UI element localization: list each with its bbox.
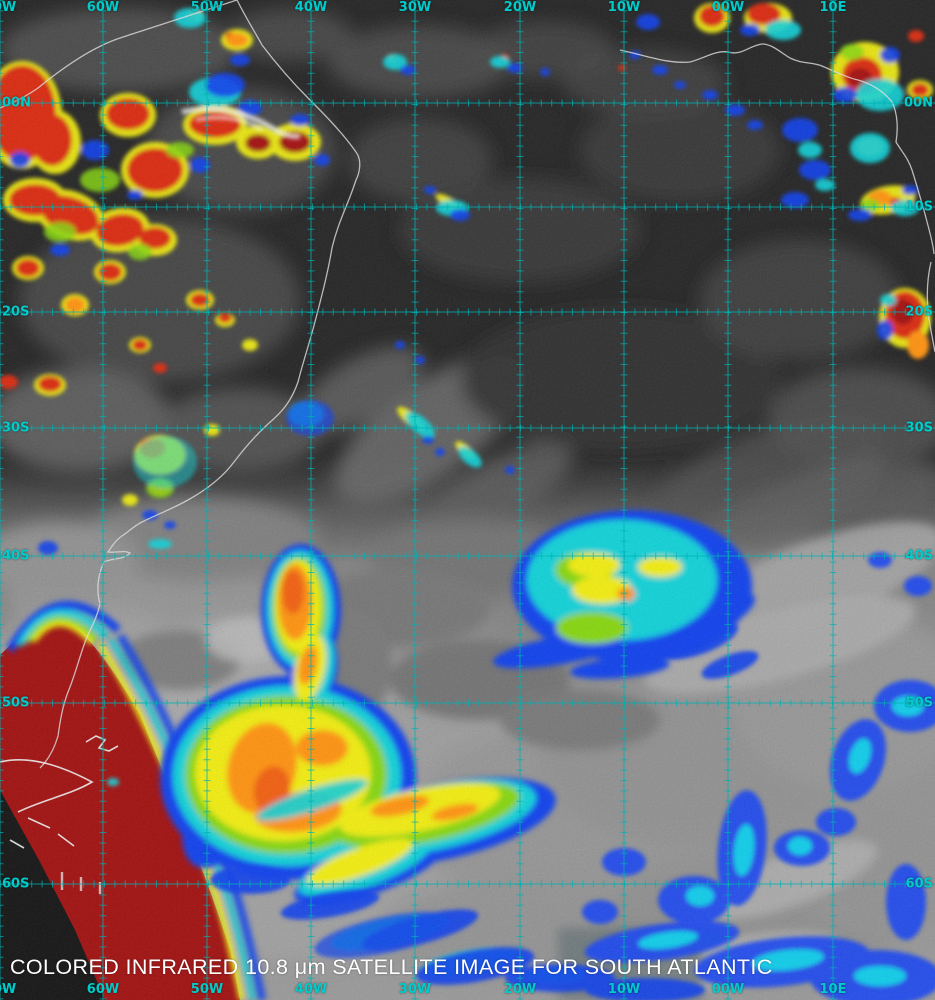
caption-title: COLORED INFRARED 10.8 μm SATELLITE IMAGE… — [10, 955, 773, 979]
caption-block: COLORED INFRARED 10.8 μm SATELLITE IMAGE… — [10, 911, 773, 1000]
